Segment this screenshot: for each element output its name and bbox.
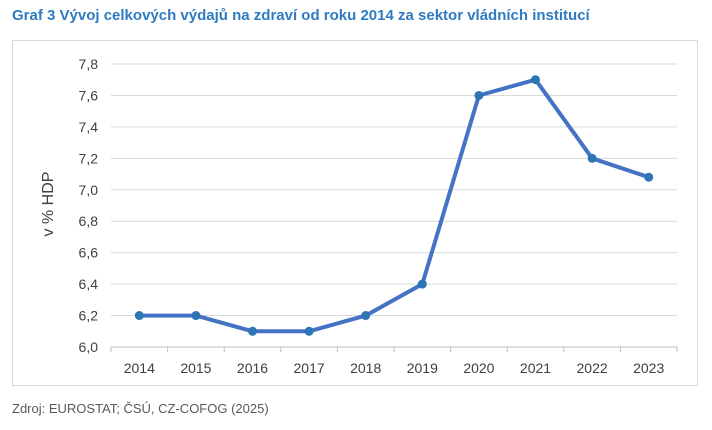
x-tick-label: 2014 [124, 360, 155, 376]
y-tick-label: 6,6 [79, 245, 99, 261]
y-tick-label: 7,4 [79, 119, 99, 135]
chart-area: 6,0 6,2 6,4 6,6 6,8 7,0 7,2 7,4 7,6 7,8 2014 2015 2… [12, 40, 698, 386]
data-point [531, 75, 540, 85]
x-tick-label: 2017 [294, 360, 325, 376]
x-tick-label: 2020 [463, 360, 494, 376]
y-axis-title: v % HDP [40, 172, 57, 237]
x-tick-label: 2016 [237, 360, 268, 376]
data-point [361, 311, 371, 321]
x-tick-label: 2015 [180, 360, 211, 376]
y-tick-label: 7,0 [79, 182, 99, 198]
data-point [474, 90, 484, 100]
data-point [134, 311, 144, 321]
y-tick-label: 6,2 [79, 308, 99, 324]
y-tick-label: 7,2 [79, 150, 99, 166]
x-tick-label: 2023 [633, 360, 664, 376]
y-tick-label: 6,4 [79, 276, 99, 292]
source-note: Zdroj: EUROSTAT; ČSÚ, CZ-COFOG (2025) [12, 401, 269, 416]
gridlines [111, 63, 677, 348]
x-tick-label: 2018 [350, 360, 381, 376]
y-axis-ticks: 6,0 6,2 6,4 6,6 6,8 7,0 7,2 7,4 7,6 7,8 [79, 56, 99, 355]
data-markers [134, 75, 654, 336]
data-point [304, 326, 314, 336]
x-tick-label: 2022 [577, 360, 608, 376]
y-tick-label: 7,6 [79, 87, 99, 103]
y-tick-label: 6,0 [79, 339, 99, 355]
data-point [191, 311, 201, 321]
x-tick-label: 2019 [407, 360, 438, 376]
data-point [587, 153, 597, 163]
data-point [248, 326, 257, 336]
data-point [644, 172, 654, 182]
y-tick-label: 7,8 [79, 56, 99, 72]
x-tick-label: 2021 [520, 360, 551, 376]
series-line [137, 77, 651, 334]
x-axis-ticks: 2014 2015 2016 2017 2018 2019 2020 2021 2022 2023 [110, 347, 678, 376]
data-point [417, 279, 427, 289]
y-tick-label: 6,8 [79, 213, 99, 229]
line-chart: 6,06,26,46,66,87,07,27,47,67,8 2014 2015 2… [40, 56, 678, 376]
chart-title: Graf 3 Vývoj celkových výdajů na zdraví … [12, 7, 590, 24]
